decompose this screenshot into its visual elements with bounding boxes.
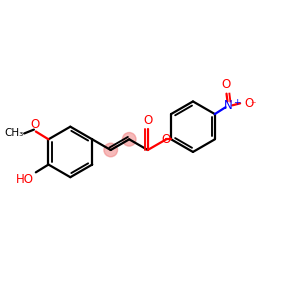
Text: N: N [224,99,233,112]
Text: HO: HO [16,173,34,186]
Text: O: O [30,118,40,130]
Text: O: O [244,97,253,110]
Text: ⁻: ⁻ [251,100,256,110]
Text: O: O [143,114,152,127]
Text: +: + [233,98,241,107]
Text: CH₃: CH₃ [4,128,23,137]
Text: O: O [162,133,171,146]
Circle shape [104,143,118,157]
Text: O: O [222,78,231,91]
Circle shape [122,133,136,146]
